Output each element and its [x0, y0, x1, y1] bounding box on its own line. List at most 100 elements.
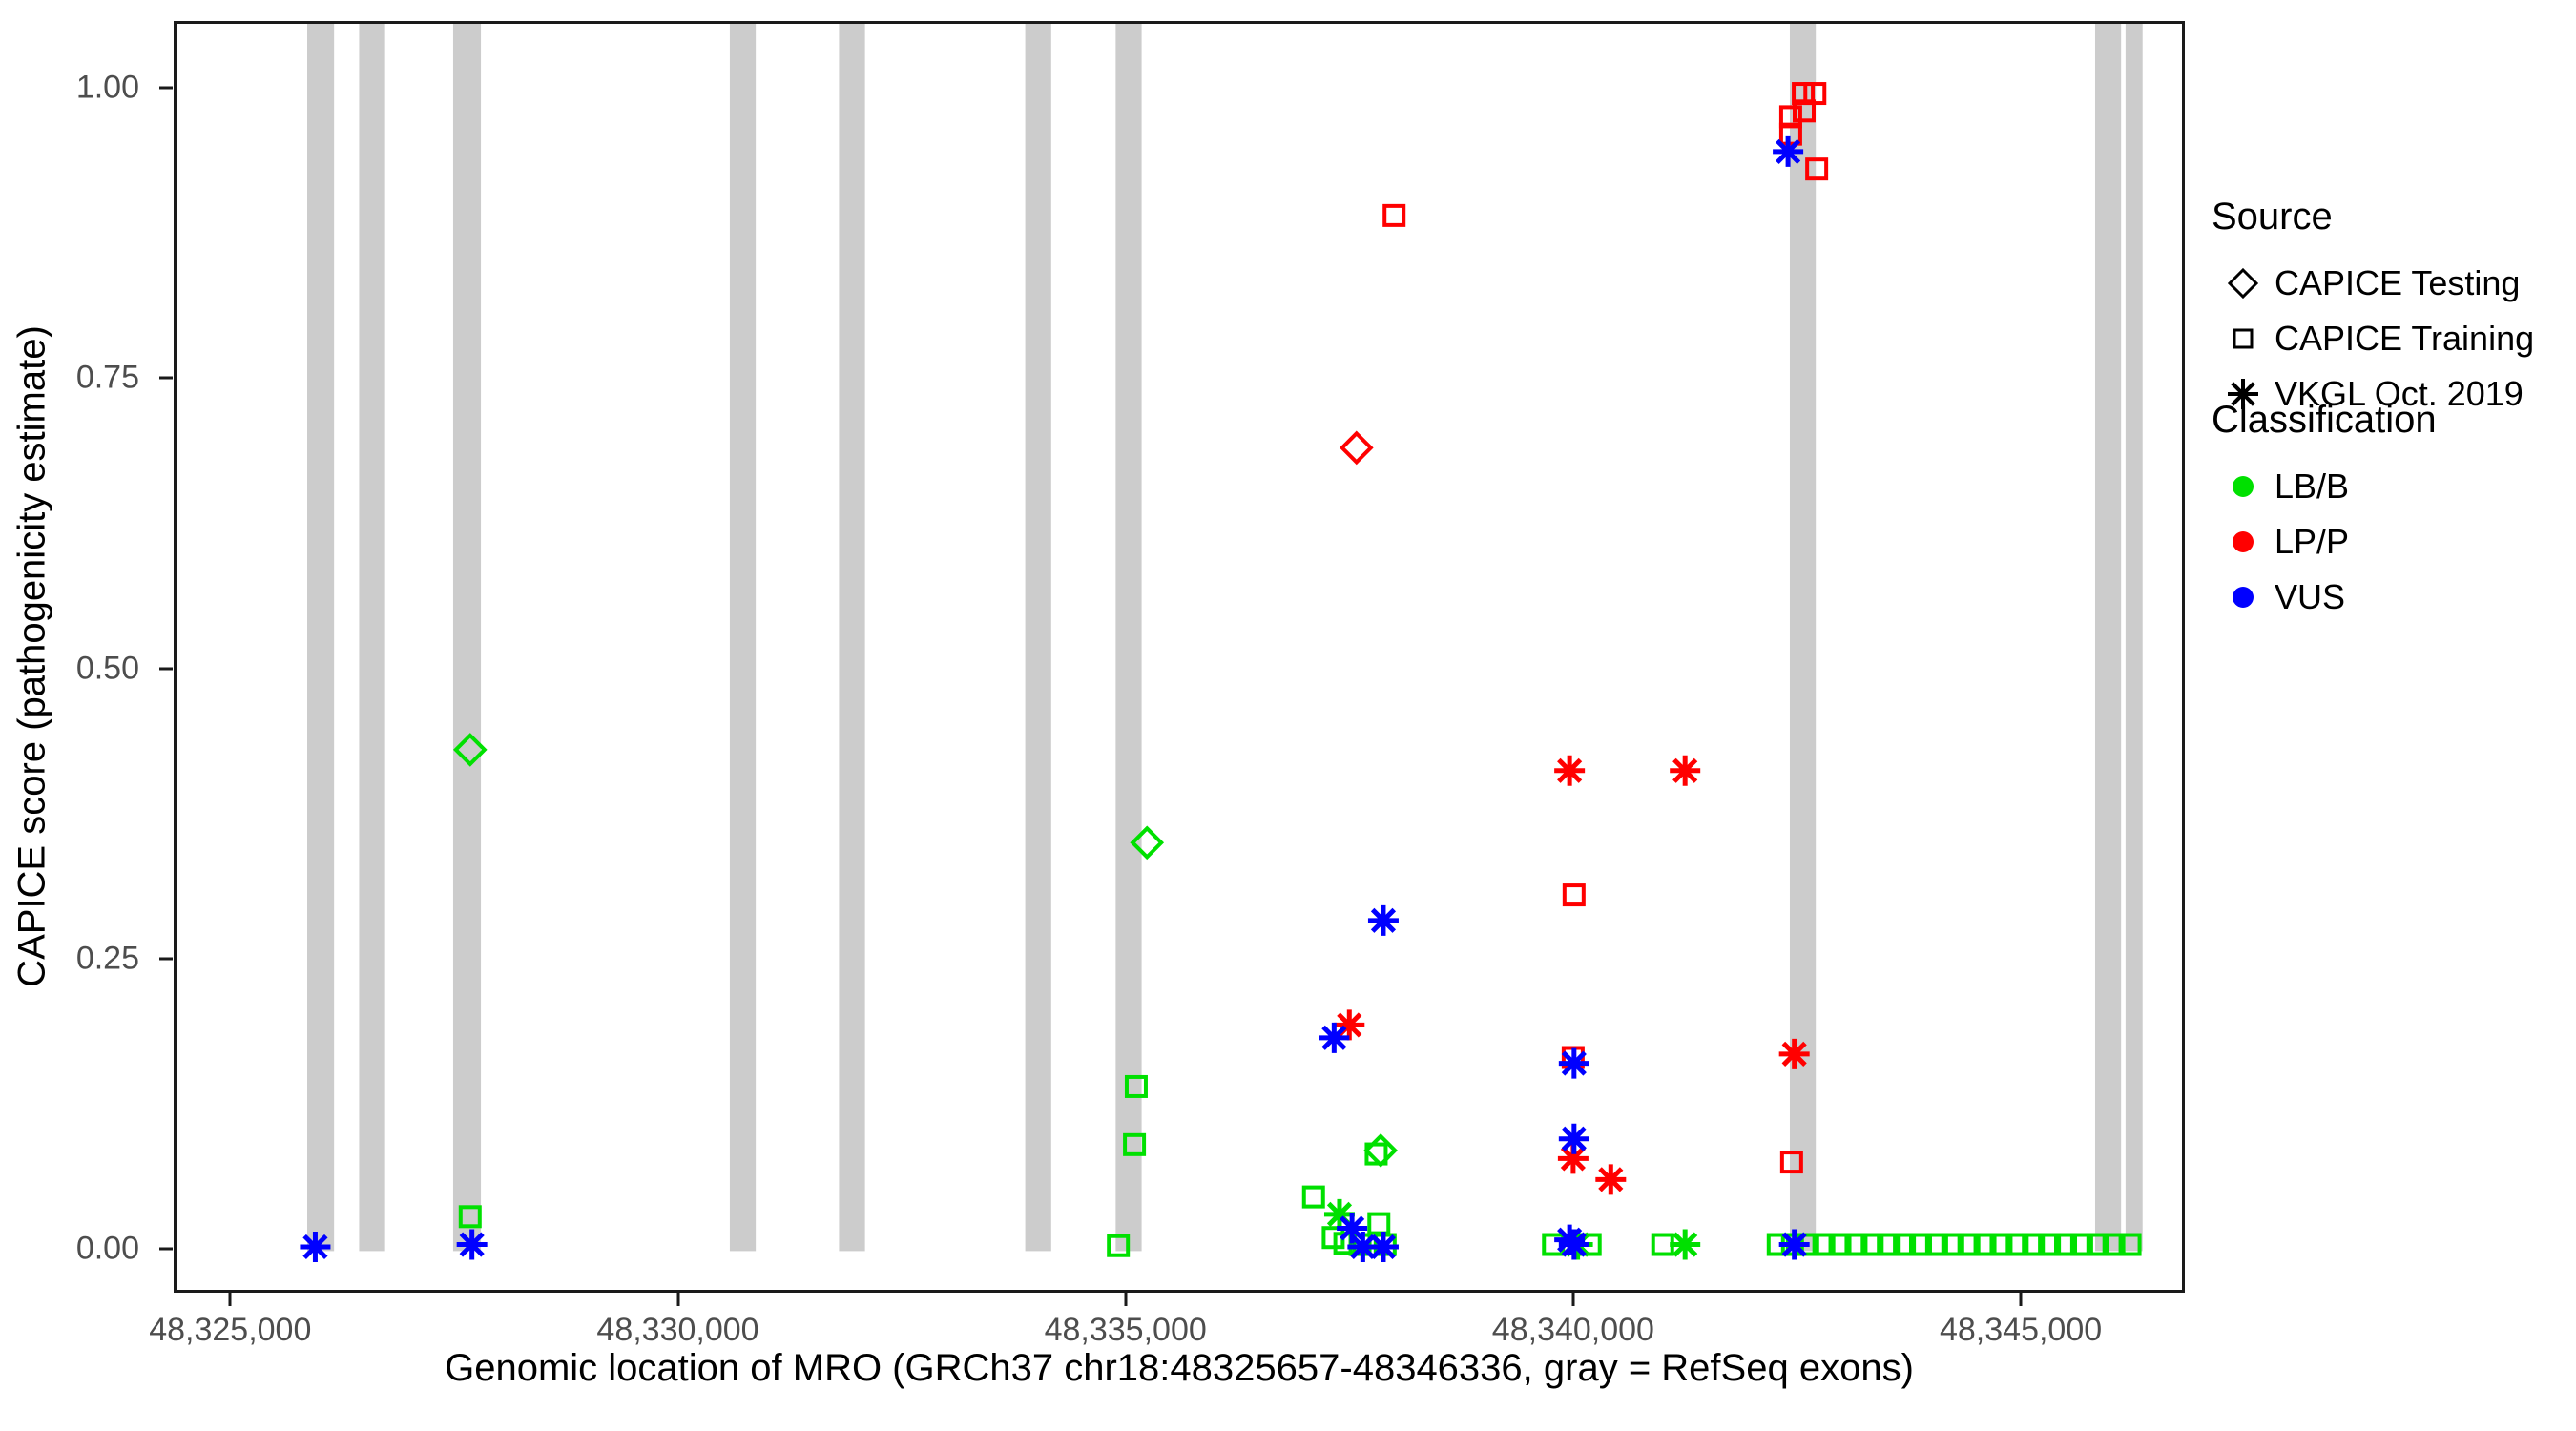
point-square	[1778, 122, 1802, 146]
legend-key	[2212, 261, 2275, 305]
legend-classification-title: Classification	[2212, 399, 2437, 441]
legend-item[interactable]: LB/B	[2212, 459, 2437, 514]
point-square	[458, 1205, 482, 1229]
plot-panel	[174, 21, 2185, 1293]
legend-item[interactable]: VUS	[2212, 570, 2437, 625]
point-asterisk	[1334, 1009, 1365, 1041]
point-square	[1908, 1233, 1932, 1256]
x-tick-mark	[1124, 1293, 1128, 1306]
point-square	[1805, 157, 1829, 181]
point-square	[1124, 1074, 1148, 1098]
point-asterisk	[1319, 1022, 1350, 1053]
point-square	[1123, 1132, 1147, 1156]
y-tick-mark	[159, 957, 173, 961]
point-asterisk	[1558, 1229, 1589, 1260]
point-square	[1877, 1233, 1901, 1256]
point-square	[1957, 1233, 1981, 1256]
legend-source-title: Source	[2212, 196, 2333, 238]
point-asterisk	[1773, 135, 1804, 167]
point-square	[2118, 1233, 2142, 1256]
point-square	[2102, 1233, 2126, 1256]
point-asterisk	[456, 1229, 488, 1260]
legend-item[interactable]: CAPICE Testing	[2212, 256, 2534, 311]
point-square	[1844, 1233, 1868, 1256]
point-diamond	[452, 733, 488, 767]
legend-item-label: LP/P	[2275, 522, 2350, 561]
y-tick-mark	[159, 376, 173, 380]
y-tick-label: 0.75	[75, 359, 139, 396]
series-VUS	[300, 135, 1810, 1262]
x-axis-title: Genomic location of MRO (GRCh37 chr18:48…	[445, 1347, 1914, 1389]
legend-key	[2212, 575, 2275, 619]
exon-bar	[452, 24, 482, 1252]
point-asterisk	[1554, 755, 1586, 786]
legend-item-label: VUS	[2275, 577, 2346, 616]
point-square	[1651, 1233, 1674, 1256]
exon-bar	[2125, 24, 2143, 1252]
x-tick-mark	[1571, 1293, 1575, 1306]
exon-bar	[359, 24, 385, 1252]
legend-item[interactable]: VKGL Oct. 2019	[2212, 366, 2534, 422]
point-square	[1973, 1233, 1997, 1256]
exon-bar	[1115, 24, 1142, 1252]
circle-filled-icon	[2233, 476, 2254, 497]
point-diamond	[1363, 1133, 1398, 1168]
y-tick-label: 0.25	[75, 940, 139, 977]
point-square	[1989, 1233, 2013, 1256]
legend-item-label: CAPICE Training	[2275, 319, 2535, 358]
exon-bar	[2094, 24, 2122, 1252]
legend-item[interactable]: CAPICE Training	[2212, 311, 2534, 366]
point-asterisk	[1558, 1047, 1589, 1079]
point-asterisk	[1595, 1164, 1627, 1195]
point-square	[1924, 1233, 1948, 1256]
point-diamond	[1130, 825, 1165, 861]
y-tick-label: 0.50	[75, 650, 139, 687]
y-tick-label: 1.00	[75, 69, 139, 106]
legend-source: Source CAPICE Testing CAPICE Training VKGL…	[2212, 196, 2534, 422]
point-square	[1812, 1233, 1836, 1256]
point-square	[1367, 1212, 1391, 1235]
legend-key	[2212, 372, 2275, 416]
point-square	[1828, 1233, 1852, 1256]
point-square	[1364, 1142, 1388, 1166]
point-asterisk	[1670, 1229, 1701, 1260]
y-axis-title-wrap: CAPICE score (pathogenicity estimate)	[11, 0, 53, 1336]
legend-item-label: CAPICE Testing	[2275, 263, 2521, 302]
x-tick-mark	[228, 1293, 232, 1306]
legend-source-items: CAPICE Testing CAPICE Training VKGL Oct. 2…	[2212, 256, 2534, 422]
point-square	[2086, 1233, 2109, 1256]
point-square	[2022, 1233, 2046, 1256]
point-asterisk	[1778, 1229, 1810, 1260]
circle-filled-icon	[2233, 587, 2254, 608]
x-tick-label: 48,325,000	[149, 1312, 312, 1348]
exon-bars	[307, 24, 2143, 1252]
point-square	[1893, 1233, 1917, 1256]
x-tick-label: 48,335,000	[1044, 1312, 1207, 1348]
legend-item-label: VKGL Oct. 2019	[2275, 374, 2524, 413]
legend-key	[2212, 465, 2275, 508]
point-square	[2069, 1233, 2093, 1256]
legend-item-label: LB/B	[2275, 467, 2350, 506]
exon-bar	[307, 24, 335, 1252]
point-asterisk	[300, 1231, 331, 1262]
point-asterisk	[1347, 1231, 1379, 1262]
y-axis-title: CAPICE score (pathogenicity estimate)	[10, 325, 53, 987]
x-tick-label: 48,345,000	[1939, 1312, 2103, 1348]
y-tick-mark	[159, 1247, 173, 1251]
point-square	[1301, 1185, 1325, 1209]
point-square	[1860, 1233, 1884, 1256]
point-square	[2054, 1233, 2078, 1256]
legend-key	[2212, 520, 2275, 564]
point-square	[2005, 1233, 2029, 1256]
legend-classification: Classification LB/B LP/P VUS	[2212, 399, 2437, 625]
diamond-outline-icon	[2227, 267, 2259, 300]
point-square	[1779, 1151, 1803, 1174]
series-LP-P	[1334, 82, 1829, 1195]
series-LB-B	[452, 733, 2142, 1260]
legend-item[interactable]: LP/P	[2212, 514, 2437, 570]
square-outline-icon	[2233, 328, 2254, 349]
point-asterisk	[1323, 1198, 1355, 1230]
plot-canvas	[300, 24, 2143, 1262]
x-tick-label: 48,330,000	[596, 1312, 759, 1348]
